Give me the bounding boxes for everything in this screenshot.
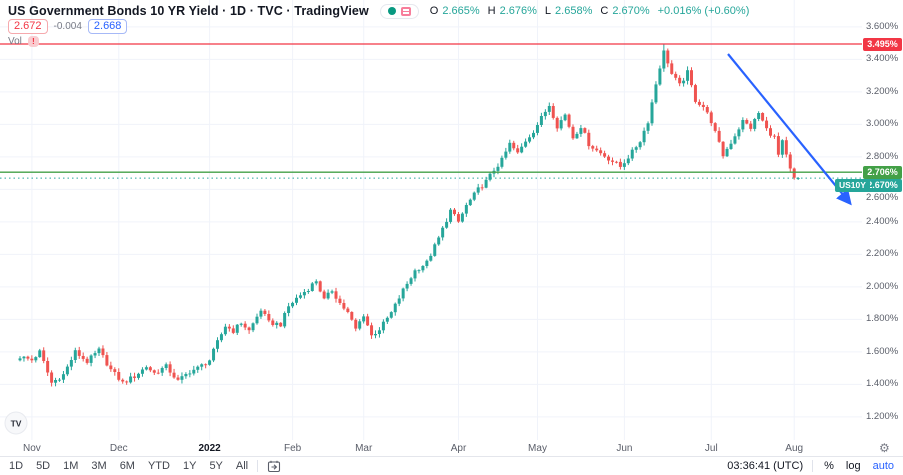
time-axis[interactable]: ⚙ Nov Dec 2022 Feb Mar Apr May Jun Jul Aug — [0, 440, 903, 456]
time-tick-label-jun: Jun — [616, 443, 633, 454]
downtrend-arrow-annotation[interactable] — [727, 53, 852, 206]
time-tick-label-aug: Aug — [785, 443, 804, 454]
alert-flag-icon — [400, 6, 411, 16]
range-button-5y[interactable]: 5Y — [209, 460, 223, 472]
price-tick-label: 1.400% — [866, 378, 899, 390]
price-tick-label: 2.800% — [866, 150, 899, 162]
range-button-all[interactable]: All — [235, 460, 249, 472]
candles-series — [18, 44, 800, 387]
candlestick-chart[interactable]: TV — [0, 0, 862, 440]
time-tick-label-may: May — [528, 443, 547, 454]
toolbar-divider — [812, 460, 814, 472]
buy-price-button[interactable]: 2.668 — [87, 19, 128, 34]
status-pill[interactable] — [379, 3, 419, 19]
time-tick-label-jul: Jul — [704, 443, 718, 454]
sell-price-button[interactable]: 2.672 — [8, 19, 48, 34]
price-tick-label: 3.400% — [866, 53, 899, 65]
symbol-title[interactable]: US Government Bonds 10 YR Yield · 1D · T… — [8, 4, 369, 18]
resistance-price-badge: 3.495% — [863, 37, 902, 51]
open-label: O — [429, 5, 439, 17]
change-value: +0.016% (+0.60%) — [657, 5, 750, 17]
time-tick-label-2022: 2022 — [198, 443, 221, 454]
chart-grid — [0, 0, 862, 440]
price-axis[interactable]: 3.600% 3.400% 3.200% 3.000% 2.800% 2.600% 2.40… — [862, 0, 903, 440]
level-lines[interactable] — [0, 43, 862, 179]
go-to-date-icon[interactable] — [267, 460, 281, 473]
clock-utc[interactable]: 03:36:41 (UTC) — [727, 460, 804, 472]
range-button-ytd[interactable]: YTD — [147, 460, 170, 472]
range-button-3m[interactable]: 3M — [91, 460, 107, 472]
low-label: L — [544, 5, 552, 17]
svg-text:TV: TV — [11, 419, 22, 429]
toolbar-divider — [257, 460, 259, 472]
support-price-badge: 2.706% — [863, 165, 902, 179]
time-tick-label-dec: Dec — [109, 443, 128, 454]
percent-scale-button[interactable]: % — [824, 460, 834, 472]
close-value: 2.670% — [612, 5, 650, 17]
tradingview-watermark-logo-icon: TV — [4, 411, 28, 435]
price-tick-label: 1.200% — [866, 410, 899, 422]
auto-scale-button[interactable]: auto — [872, 460, 894, 472]
market-open-dot-icon — [387, 7, 396, 15]
price-tick-label: 2.200% — [866, 248, 899, 260]
time-tick-label-feb: Feb — [283, 443, 302, 454]
time-tick-label-mar: Mar — [355, 443, 373, 454]
ohlc-readout: O 2.665% H 2.676% L 2.658% C 2.670% +0.016% … — [430, 5, 750, 17]
volume-indicator-row: Vol ! — [8, 36, 39, 47]
price-tick-label: 3.000% — [866, 118, 899, 130]
last-price-badge: 2.670% — [863, 179, 902, 192]
range-button-1y[interactable]: 1Y — [182, 460, 197, 472]
date-range-buttons: 1D 5D 1M 3M 6M YTD 1Y 5Y All — [9, 460, 248, 472]
high-label: H — [487, 5, 496, 17]
range-button-1m[interactable]: 1M — [63, 460, 79, 472]
price-tick-label: 2.600% — [866, 192, 899, 204]
log-scale-button[interactable]: log — [845, 460, 861, 472]
volume-error-icon[interactable]: ! — [27, 36, 39, 47]
chart-header: US Government Bonds 10 YR Yield · 1D · T… — [8, 3, 749, 19]
price-tick-label: 3.600% — [866, 20, 899, 32]
volume-indicator-label[interactable]: Vol — [8, 36, 22, 47]
spread-value: -0.004 — [53, 21, 82, 32]
price-tick-label: 2.400% — [866, 215, 899, 227]
price-tick-label: 3.200% — [866, 85, 899, 97]
price-tick-label: 2.000% — [866, 280, 899, 292]
bid-ask-row: 2.672 -0.004 2.668 — [8, 19, 128, 34]
range-button-6m[interactable]: 6M — [119, 460, 135, 472]
bottom-toolbar: 1D 5D 1M 3M 6M YTD 1Y 5Y All 03:36:41 (UTC) % lo… — [0, 456, 903, 475]
symbol-price-label-badge: US10Y — [835, 179, 870, 192]
chart-settings-gear-icon[interactable]: ⚙ — [879, 441, 890, 455]
low-value: 2.658% — [555, 5, 593, 17]
high-value: 2.676% — [499, 5, 537, 17]
time-tick-label-apr: Apr — [450, 443, 467, 454]
close-label: C — [600, 5, 609, 17]
price-tick-label: 1.800% — [866, 313, 899, 325]
range-button-1d[interactable]: 1D — [9, 460, 24, 472]
time-tick-label-nov: Nov — [22, 443, 41, 454]
open-value: 2.665% — [442, 5, 480, 17]
price-tick-label: 1.600% — [866, 345, 899, 357]
range-button-5d[interactable]: 5D — [36, 460, 51, 472]
